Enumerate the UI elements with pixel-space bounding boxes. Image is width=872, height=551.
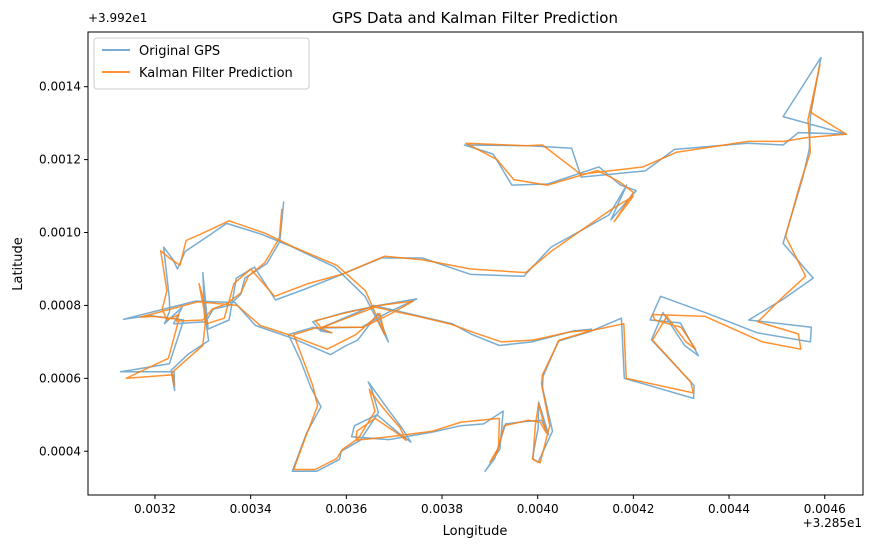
y-tick-label: 0.0008	[39, 298, 81, 312]
x-axis-label: Longitude	[443, 524, 508, 539]
legend-label-original-gps: Original GPS	[139, 44, 220, 59]
x-tick-label: 0.0044	[708, 502, 750, 516]
legend-label-kalman-filter: Kalman Filter Prediction	[139, 66, 293, 81]
x-tick-label: 0.0046	[804, 502, 846, 516]
series-line-1	[125, 64, 848, 471]
y-axis-label: Latitude	[11, 237, 26, 291]
y-offset-label: +3.992e1	[88, 11, 147, 25]
x-axis: 0.0032 0.0034 0.0036 0.0038 0.0040 0.0042 0.00…	[134, 495, 846, 516]
y-tick-label: 0.0010	[39, 226, 81, 240]
y-tick-label: 0.0004	[39, 444, 81, 458]
x-tick-label: 0.0042	[612, 502, 654, 516]
x-tick-label: 0.0036	[325, 502, 367, 516]
y-axis: 0.0004 0.0006 0.0008 0.0010 0.0012 0.0014	[39, 80, 88, 458]
y-tick-label: 0.0006	[39, 371, 81, 385]
plot-area	[87, 31, 864, 496]
x-tick-label: 0.0032	[134, 502, 176, 516]
x-tick-label: 0.0034	[230, 502, 272, 516]
x-tick-label: 0.0038	[421, 502, 463, 516]
x-tick-label: 0.0040	[517, 502, 559, 516]
series-layer	[119, 56, 848, 473]
axes-frame	[87, 31, 864, 496]
chart-title: GPS Data and Kalman Filter Prediction	[332, 9, 618, 27]
y-tick-label: 0.0014	[39, 80, 81, 94]
legend-frame	[93, 37, 310, 90]
y-tick-label: 0.0012	[39, 153, 81, 167]
legend: Original GPS Kalman Filter Prediction	[93, 37, 310, 90]
x-offset-label: +3.285e1	[803, 516, 862, 530]
